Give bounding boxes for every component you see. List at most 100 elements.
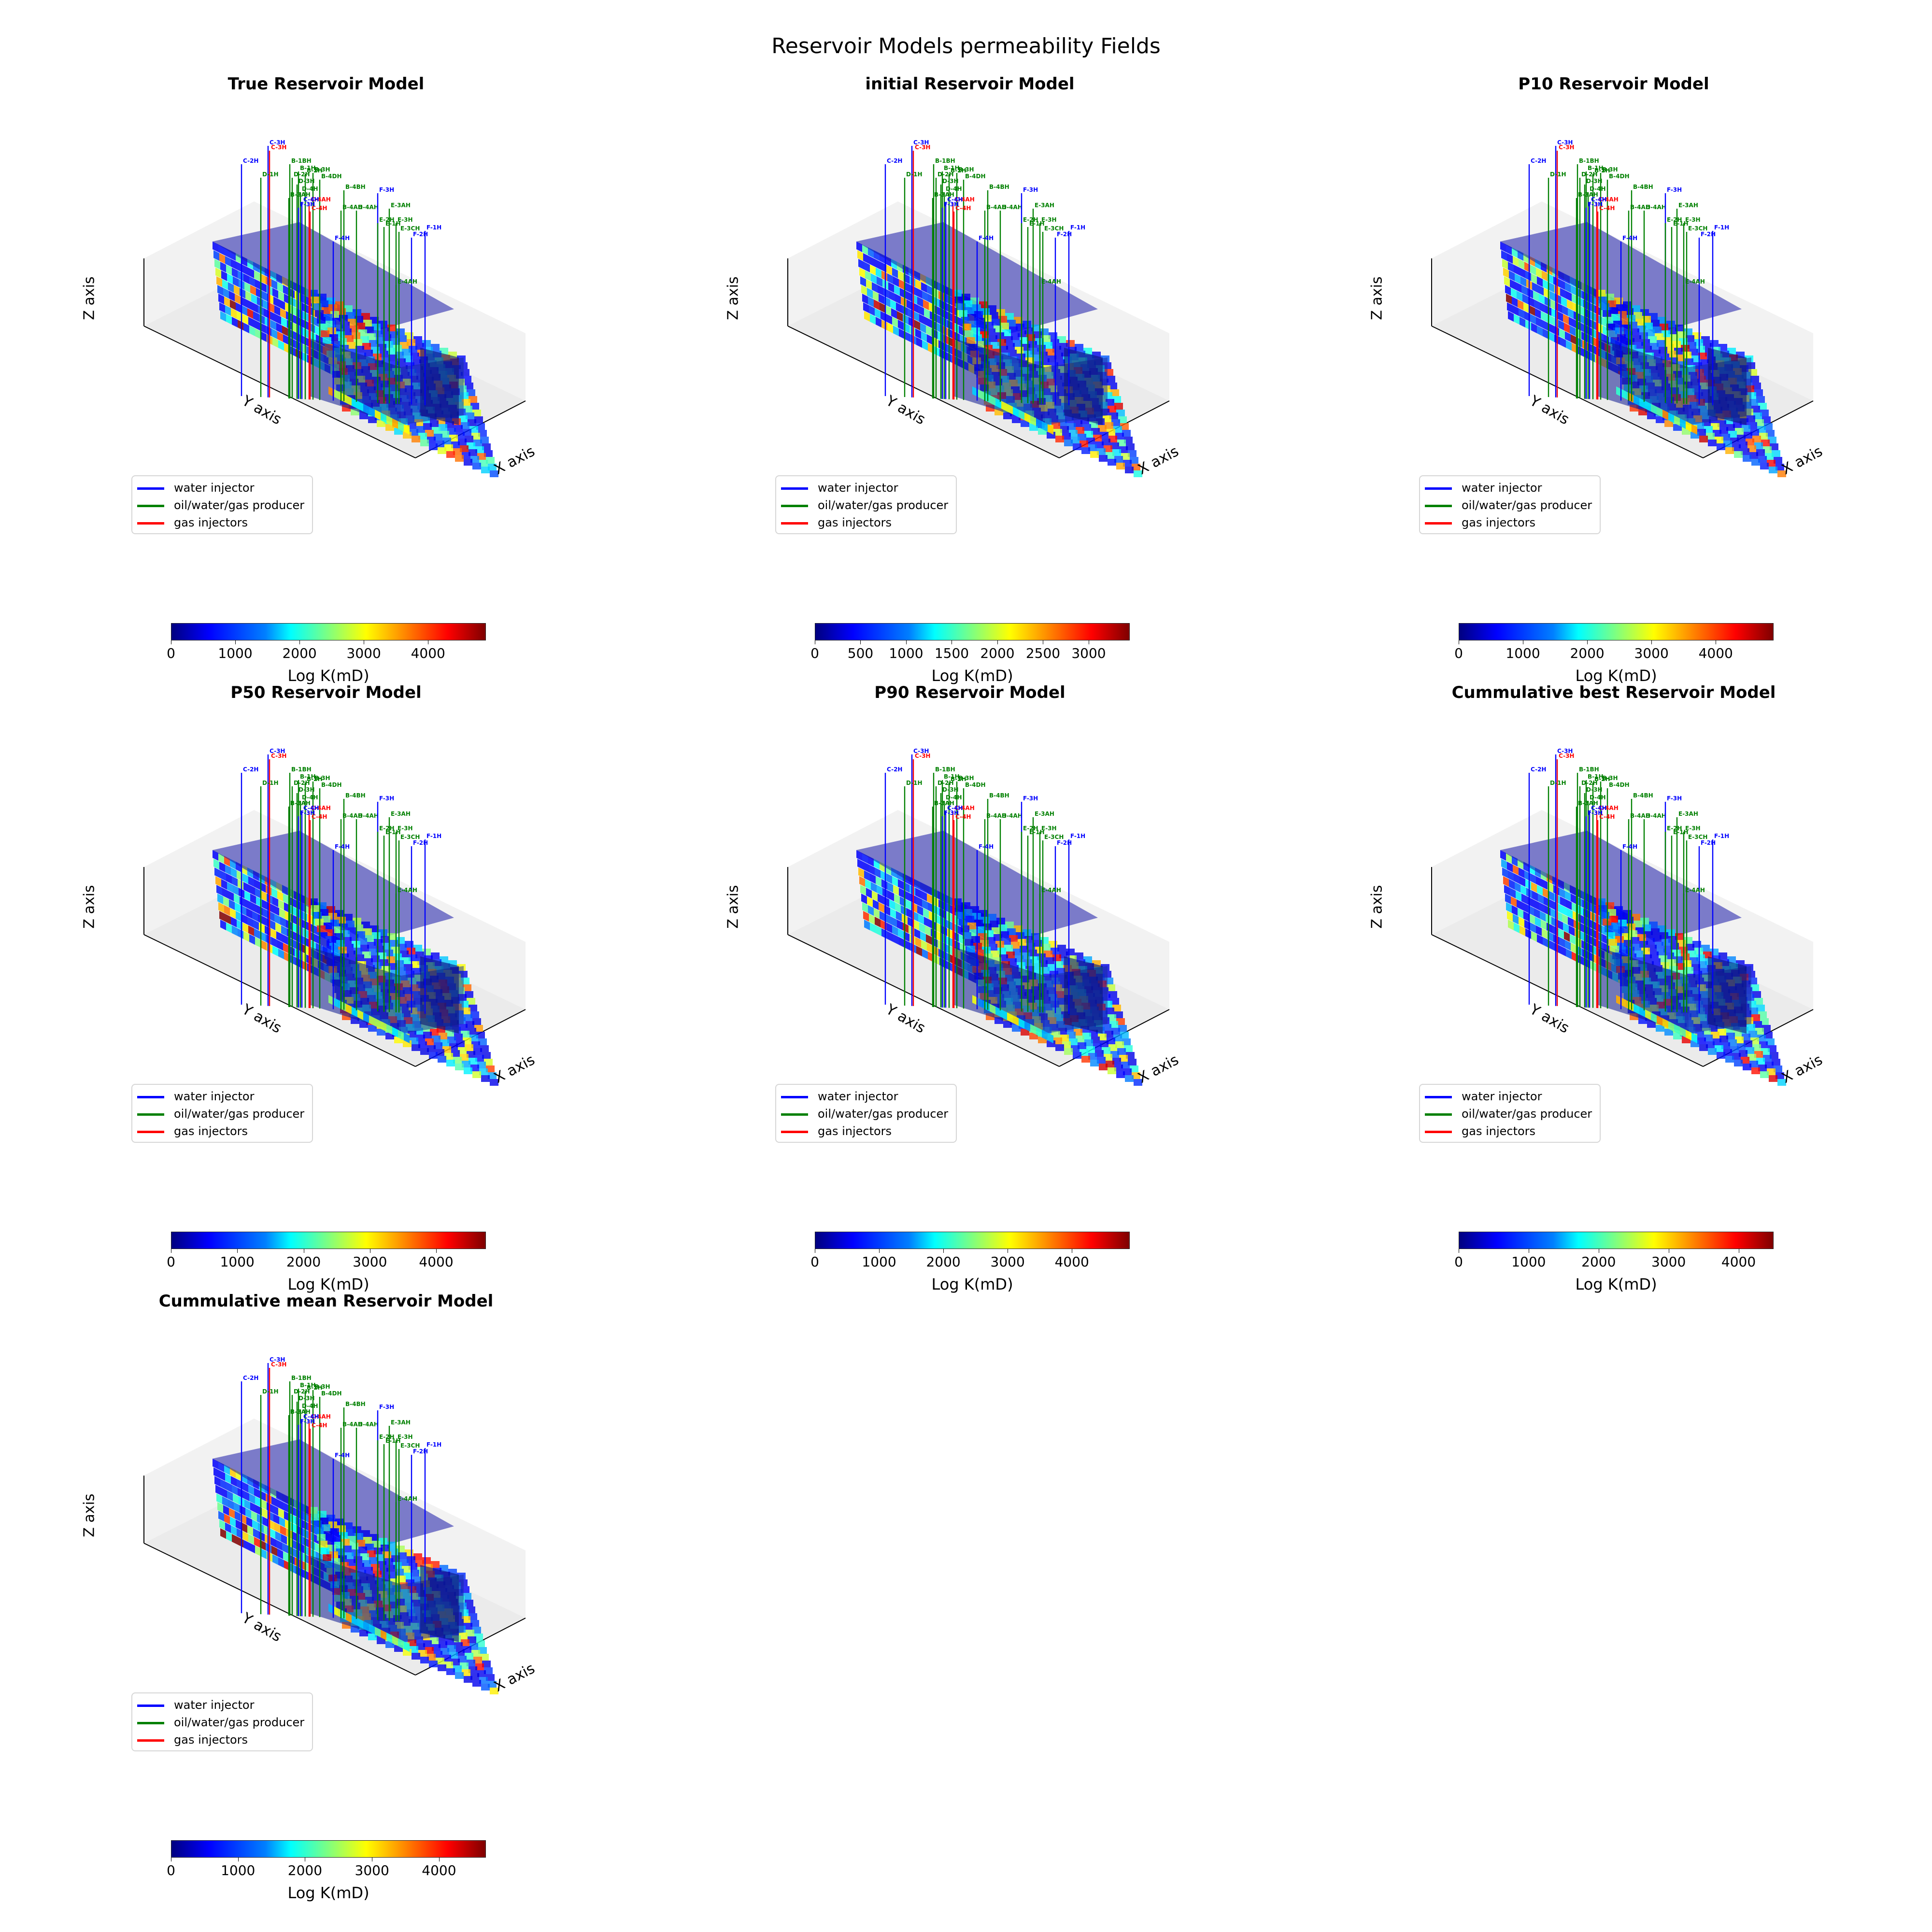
voxel-cell xyxy=(1522,294,1528,304)
voxel-cell xyxy=(1012,416,1021,423)
voxel-cell xyxy=(927,285,933,296)
well-label: B-4DH xyxy=(1609,173,1629,180)
voxel-cell xyxy=(245,899,251,910)
voxel-cell xyxy=(357,1618,363,1629)
well-label: B-1BH xyxy=(1579,157,1599,164)
voxel-cell xyxy=(415,1560,424,1567)
voxel-cell xyxy=(1121,1062,1130,1068)
voxel-cell xyxy=(456,432,465,439)
voxel-cell xyxy=(359,1630,368,1636)
legend-label: gas injectors xyxy=(818,516,892,529)
voxel-cell xyxy=(868,905,874,916)
voxel-cell xyxy=(220,1479,226,1490)
voxel-cell xyxy=(346,312,355,319)
voxel-cell xyxy=(278,340,284,351)
well-label: B-3AH xyxy=(290,800,311,807)
voxel-cell xyxy=(429,443,438,450)
voxel-cell xyxy=(990,312,998,319)
voxel-cell xyxy=(1098,1034,1107,1040)
voxel-cell xyxy=(467,442,475,449)
voxel-cell xyxy=(982,947,991,953)
voxel-cell xyxy=(484,1059,493,1065)
voxel-cell xyxy=(372,932,381,939)
voxel-cell xyxy=(1662,410,1668,420)
voxel-cell xyxy=(1760,1018,1769,1025)
voxel-cell xyxy=(436,440,444,447)
voxel-cell xyxy=(1668,327,1677,334)
voxel-cell xyxy=(1751,406,1760,412)
voxel-cell xyxy=(1009,935,1018,942)
voxel-cell xyxy=(898,320,904,330)
voxel-cell xyxy=(427,1045,436,1052)
voxel-cell xyxy=(1732,1053,1741,1060)
voxel-cell xyxy=(863,862,869,872)
voxel-cell xyxy=(886,314,892,325)
figure-title: Reservoir Models permeability Fields xyxy=(771,34,1161,58)
voxel-cell xyxy=(1539,294,1545,304)
voxel-cell xyxy=(1723,440,1732,447)
legend-swatch xyxy=(137,1113,164,1116)
voxel-cell xyxy=(1650,952,1659,958)
voxel-cell xyxy=(1536,268,1542,278)
voxel-cell xyxy=(468,1636,476,1643)
voxel-cell xyxy=(1115,433,1124,440)
voxel-cell xyxy=(1691,964,1700,971)
voxel-cell xyxy=(1024,1021,1030,1032)
legend-label: oil/water/gas producer xyxy=(174,498,305,512)
voxel-cell xyxy=(999,346,1008,353)
voxel-cell xyxy=(215,268,221,278)
voxel-cell xyxy=(857,859,863,869)
voxel-cell xyxy=(1075,344,1083,351)
voxel-cell xyxy=(423,1032,432,1038)
voxel-cell xyxy=(277,1499,283,1510)
voxel-cell xyxy=(214,259,220,270)
voxel-cell xyxy=(416,1035,425,1041)
voxel-cell xyxy=(277,331,283,342)
voxel-cell xyxy=(865,270,871,281)
voxel-cell xyxy=(449,435,458,441)
voxel-cell xyxy=(1048,424,1053,435)
well-label: E-4AH xyxy=(398,278,417,285)
voxel-cell xyxy=(227,1491,233,1501)
well-label: F-1H xyxy=(426,224,441,231)
well-label: C-4H xyxy=(955,205,971,212)
voxel-cell xyxy=(369,1624,375,1634)
voxel-cell xyxy=(965,330,973,337)
voxel-cell xyxy=(1536,317,1542,327)
voxel-cell xyxy=(1123,460,1132,467)
voxel-cell xyxy=(1541,920,1547,930)
voxel-cell xyxy=(1110,389,1119,396)
voxel-cell xyxy=(275,314,281,325)
voxel-cell xyxy=(225,865,231,875)
voxel-cell xyxy=(277,891,283,901)
voxel-cell xyxy=(1023,929,1031,936)
well-label: C-3H xyxy=(1557,748,1573,754)
voxel-cell xyxy=(431,1561,440,1568)
voxel-cell xyxy=(278,1557,284,1568)
voxel-cell xyxy=(1676,963,1685,970)
voxel-cell xyxy=(1668,1021,1674,1032)
voxel-cell xyxy=(1641,948,1650,954)
voxel-cell xyxy=(283,1551,289,1562)
voxel-cell xyxy=(864,262,870,272)
voxel-cell xyxy=(1755,1028,1764,1035)
voxel-cell xyxy=(1632,914,1640,921)
well-label: E-3CH xyxy=(1688,225,1707,232)
voxel-cell xyxy=(255,1546,261,1556)
voxel-cell xyxy=(1739,441,1747,448)
voxel-cell xyxy=(906,899,911,910)
voxel-cell xyxy=(1007,1012,1013,1023)
voxel-cell xyxy=(1116,410,1125,416)
voxel-cell xyxy=(262,1508,268,1519)
voxel-cell xyxy=(873,899,879,910)
voxel-cell xyxy=(964,909,972,916)
voxel-cell xyxy=(921,891,927,901)
voxel-cell xyxy=(888,282,894,293)
voxel-cell xyxy=(242,314,248,325)
voxel-cell xyxy=(1768,437,1776,443)
voxel-cell xyxy=(1629,322,1637,328)
voxel-cell xyxy=(386,956,395,963)
voxel-cell xyxy=(430,1029,439,1036)
voxel-cell xyxy=(470,1620,479,1627)
voxel-cell xyxy=(1078,434,1086,440)
